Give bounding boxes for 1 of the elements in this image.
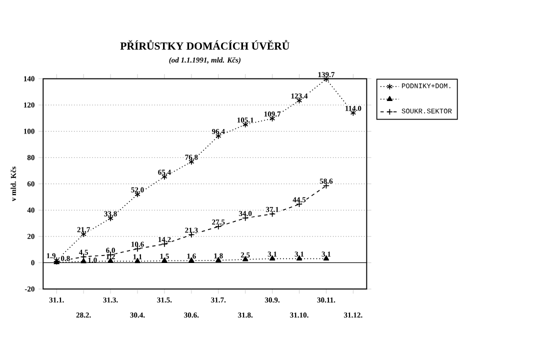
chart-title: PŘÍRŮSTKY DOMÁCÍCH ÚVĚRŮ xyxy=(120,40,290,50)
